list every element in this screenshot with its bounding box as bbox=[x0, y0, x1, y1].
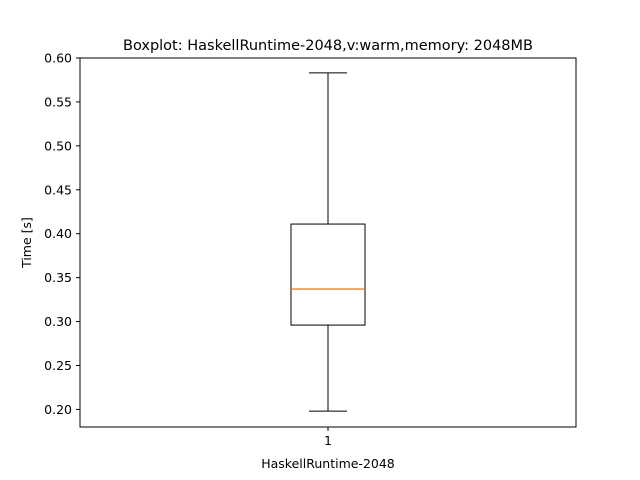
y-axis-label: Time [s] bbox=[19, 217, 34, 269]
chart-title: Boxplot: HaskellRuntime-2048,v:warm,memo… bbox=[123, 38, 533, 54]
x-axis-label: HaskellRuntime-2048 bbox=[261, 456, 395, 471]
y-tick-label: 0.20 bbox=[44, 402, 72, 417]
y-tick-label: 0.40 bbox=[44, 226, 72, 241]
boxplot-series bbox=[290, 72, 366, 412]
y-tick-label: 0.55 bbox=[44, 94, 72, 109]
y-tick-label: 0.60 bbox=[44, 51, 72, 66]
plot-area-frame bbox=[79, 57, 577, 428]
y-tick-label: 0.30 bbox=[44, 314, 72, 329]
y-tick-label: 0.35 bbox=[44, 270, 72, 285]
y-axis-ticks: 0.20 0.25 0.30 0.35 0.40 0.45 0.50 0.55 0.60 bbox=[44, 51, 80, 417]
x-tick-label: 1 bbox=[324, 433, 332, 448]
y-tick-label: 0.25 bbox=[44, 358, 72, 373]
interquartile-box bbox=[290, 223, 366, 326]
y-tick-label: 0.45 bbox=[44, 182, 72, 197]
x-axis-ticks: 1 bbox=[324, 427, 332, 448]
y-tick-label: 0.50 bbox=[44, 138, 72, 153]
